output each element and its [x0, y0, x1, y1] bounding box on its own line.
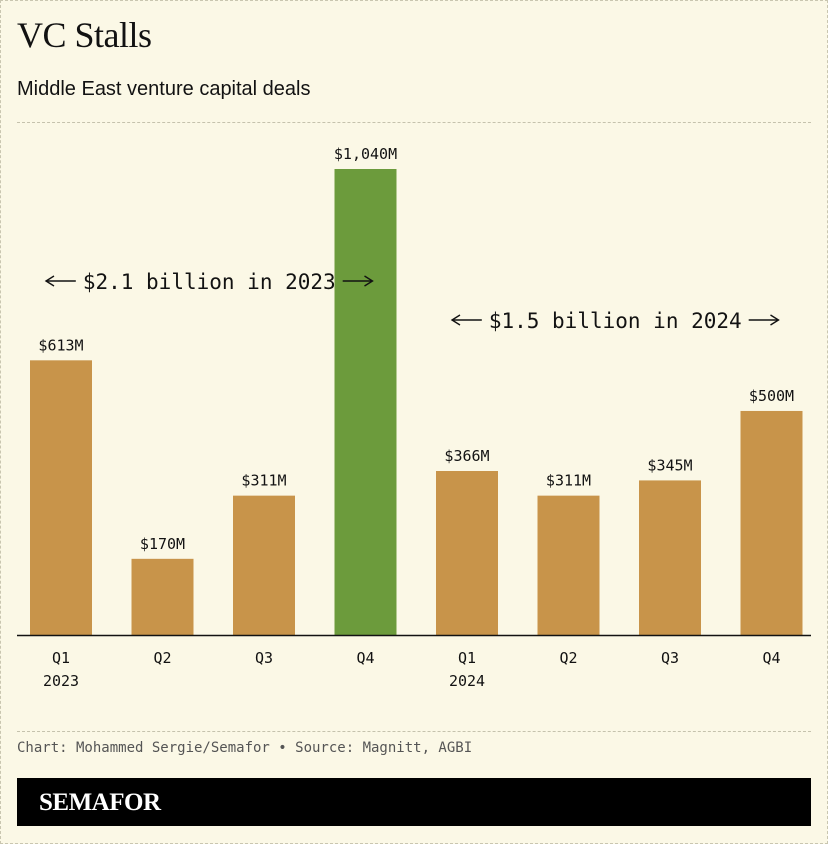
bar-value-label: $366M: [444, 447, 489, 465]
chart-credit: Chart: Mohammed Sergie/Semafor • Source:…: [17, 740, 473, 756]
x-tick-label: Q4: [762, 649, 780, 667]
bar-value-label: $1,040M: [334, 145, 397, 163]
x-tick-label: Q3: [661, 649, 679, 667]
bar-value-label: $345M: [647, 456, 692, 474]
brand-logo: SEMAFOR: [39, 789, 161, 816]
bar: [131, 558, 194, 635]
chart-title: VC Stalls: [17, 15, 152, 55]
top-divider: [17, 122, 811, 123]
chart-subtitle: Middle East venture capital deals: [17, 78, 311, 100]
bar-value-label: $500M: [749, 387, 794, 405]
annotation-arrowhead-right: [364, 275, 374, 287]
bar: [639, 480, 701, 635]
annotation-label: $2.1 billion in 2023: [83, 270, 336, 294]
annotation-label: $1.5 billion in 2024: [489, 309, 742, 333]
bar-chart: $613M Q1 2023 $170M Q2 $311M Q3 $1,040M Q4 $366M Q…: [17, 145, 811, 690]
bar-value-label: $170M: [140, 535, 185, 553]
x-tick-label: Q1: [458, 649, 476, 667]
x-tick-label: Q4: [356, 649, 374, 667]
x-tick-label: Q3: [255, 649, 273, 667]
x-tick-label: Q2: [559, 649, 577, 667]
x-tick-label: 2023: [43, 672, 79, 690]
bar: [436, 471, 498, 635]
bar: [740, 410, 803, 635]
annotation-arrowhead-left: [44, 275, 55, 287]
x-tick-label: Q1: [52, 649, 70, 667]
bar: [233, 495, 295, 635]
bar: [334, 169, 397, 635]
bar-value-label: $311M: [546, 472, 591, 490]
bar-value-label: $311M: [241, 472, 286, 490]
bar-value-label: $613M: [38, 336, 83, 354]
brand-bar: SEMAFOR: [17, 778, 811, 826]
annotation-arrowhead-right: [770, 314, 780, 326]
annotation-arrowhead-left: [450, 314, 461, 326]
bar: [30, 360, 92, 635]
x-tick-label: Q2: [153, 649, 171, 667]
x-tick-label: 2024: [449, 672, 485, 690]
bottom-divider: [17, 731, 811, 732]
bar: [537, 495, 600, 635]
